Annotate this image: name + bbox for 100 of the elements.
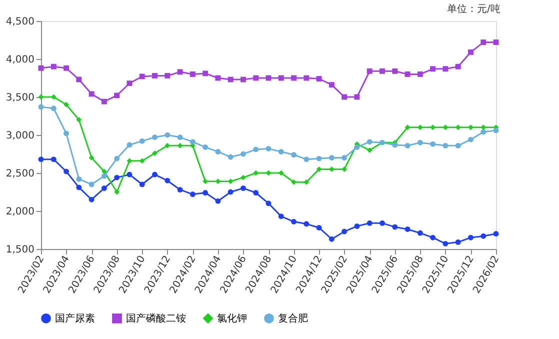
- point: [316, 156, 322, 162]
- point: [430, 234, 436, 240]
- point: [455, 239, 461, 245]
- point: [354, 144, 360, 150]
- point: [114, 189, 120, 195]
- legend-label: 复合肥: [278, 312, 308, 324]
- y-tick-label: 2,500: [6, 168, 34, 180]
- point: [88, 155, 94, 161]
- point: [304, 75, 310, 81]
- point: [480, 129, 486, 135]
- legend-label: 国产磷酸二铵: [126, 312, 186, 324]
- point: [76, 76, 82, 82]
- point: [316, 224, 322, 230]
- point: [50, 156, 56, 162]
- point: [152, 150, 158, 156]
- point: [430, 141, 436, 147]
- point: [126, 158, 132, 164]
- point: [240, 76, 246, 82]
- point: [152, 72, 158, 78]
- point: [366, 68, 372, 74]
- point: [202, 190, 208, 196]
- point: [114, 156, 120, 162]
- point: [392, 224, 398, 230]
- point: [76, 117, 82, 123]
- point: [404, 71, 410, 77]
- point: [202, 70, 208, 76]
- point: [342, 94, 348, 100]
- point: [253, 190, 259, 196]
- point: [50, 106, 56, 112]
- point: [64, 65, 70, 71]
- text: 单位：元/吨: [446, 3, 500, 15]
- y-tick-label: 1,500: [6, 244, 34, 256]
- point: [342, 155, 348, 161]
- point: [152, 134, 158, 140]
- point: [468, 234, 474, 240]
- point: [139, 158, 145, 164]
- point: [38, 156, 44, 162]
- point: [114, 174, 120, 180]
- point: [152, 172, 158, 178]
- y-tick-label: 4,000: [6, 54, 34, 66]
- point: [126, 142, 132, 148]
- point: [177, 69, 183, 75]
- point: [228, 76, 234, 82]
- point: [215, 148, 221, 154]
- point: [291, 218, 297, 224]
- point: [442, 66, 448, 72]
- point: [417, 71, 423, 77]
- point: [468, 49, 474, 55]
- point: [354, 223, 360, 229]
- point: [240, 151, 246, 157]
- point: [480, 233, 486, 239]
- point: [404, 226, 410, 232]
- legend-label: 国产尿素: [55, 312, 95, 324]
- point: [215, 75, 221, 81]
- point: [278, 214, 284, 220]
- point: [455, 142, 461, 148]
- point: [442, 124, 448, 130]
- point: [228, 154, 234, 160]
- point: [64, 102, 70, 108]
- point: [316, 76, 322, 82]
- point: [266, 170, 272, 176]
- point: [266, 200, 272, 206]
- point: [417, 140, 423, 146]
- point: [278, 75, 284, 81]
- point: [177, 142, 183, 148]
- point: [354, 94, 360, 100]
- point: [139, 182, 145, 188]
- point: [38, 104, 44, 110]
- point: [202, 144, 208, 150]
- point: [64, 130, 70, 136]
- point: [177, 134, 183, 140]
- point: [88, 196, 94, 202]
- point: [493, 40, 499, 46]
- y-tick-label: 3,000: [6, 130, 34, 142]
- point: [468, 136, 474, 142]
- point: [417, 230, 423, 236]
- point: [190, 71, 196, 77]
- y-tick-label: 3,500: [6, 92, 34, 104]
- legend-label: 氯化钾: [217, 312, 247, 324]
- point: [366, 147, 372, 153]
- point: [404, 124, 410, 130]
- point: [442, 240, 448, 246]
- point: [164, 72, 170, 78]
- point: [342, 166, 348, 172]
- y-tick-label: 4,500: [6, 16, 34, 28]
- point: [190, 139, 196, 145]
- point: [304, 221, 310, 227]
- point: [177, 186, 183, 192]
- point: [328, 82, 334, 88]
- point: [139, 74, 145, 80]
- point: [253, 146, 259, 152]
- point: [240, 174, 246, 180]
- point: [76, 184, 82, 190]
- point: [493, 128, 499, 134]
- point: [164, 132, 170, 138]
- point: [88, 91, 94, 97]
- point: [228, 178, 234, 184]
- point: [240, 185, 246, 191]
- point: [139, 138, 145, 144]
- point: [380, 68, 385, 74]
